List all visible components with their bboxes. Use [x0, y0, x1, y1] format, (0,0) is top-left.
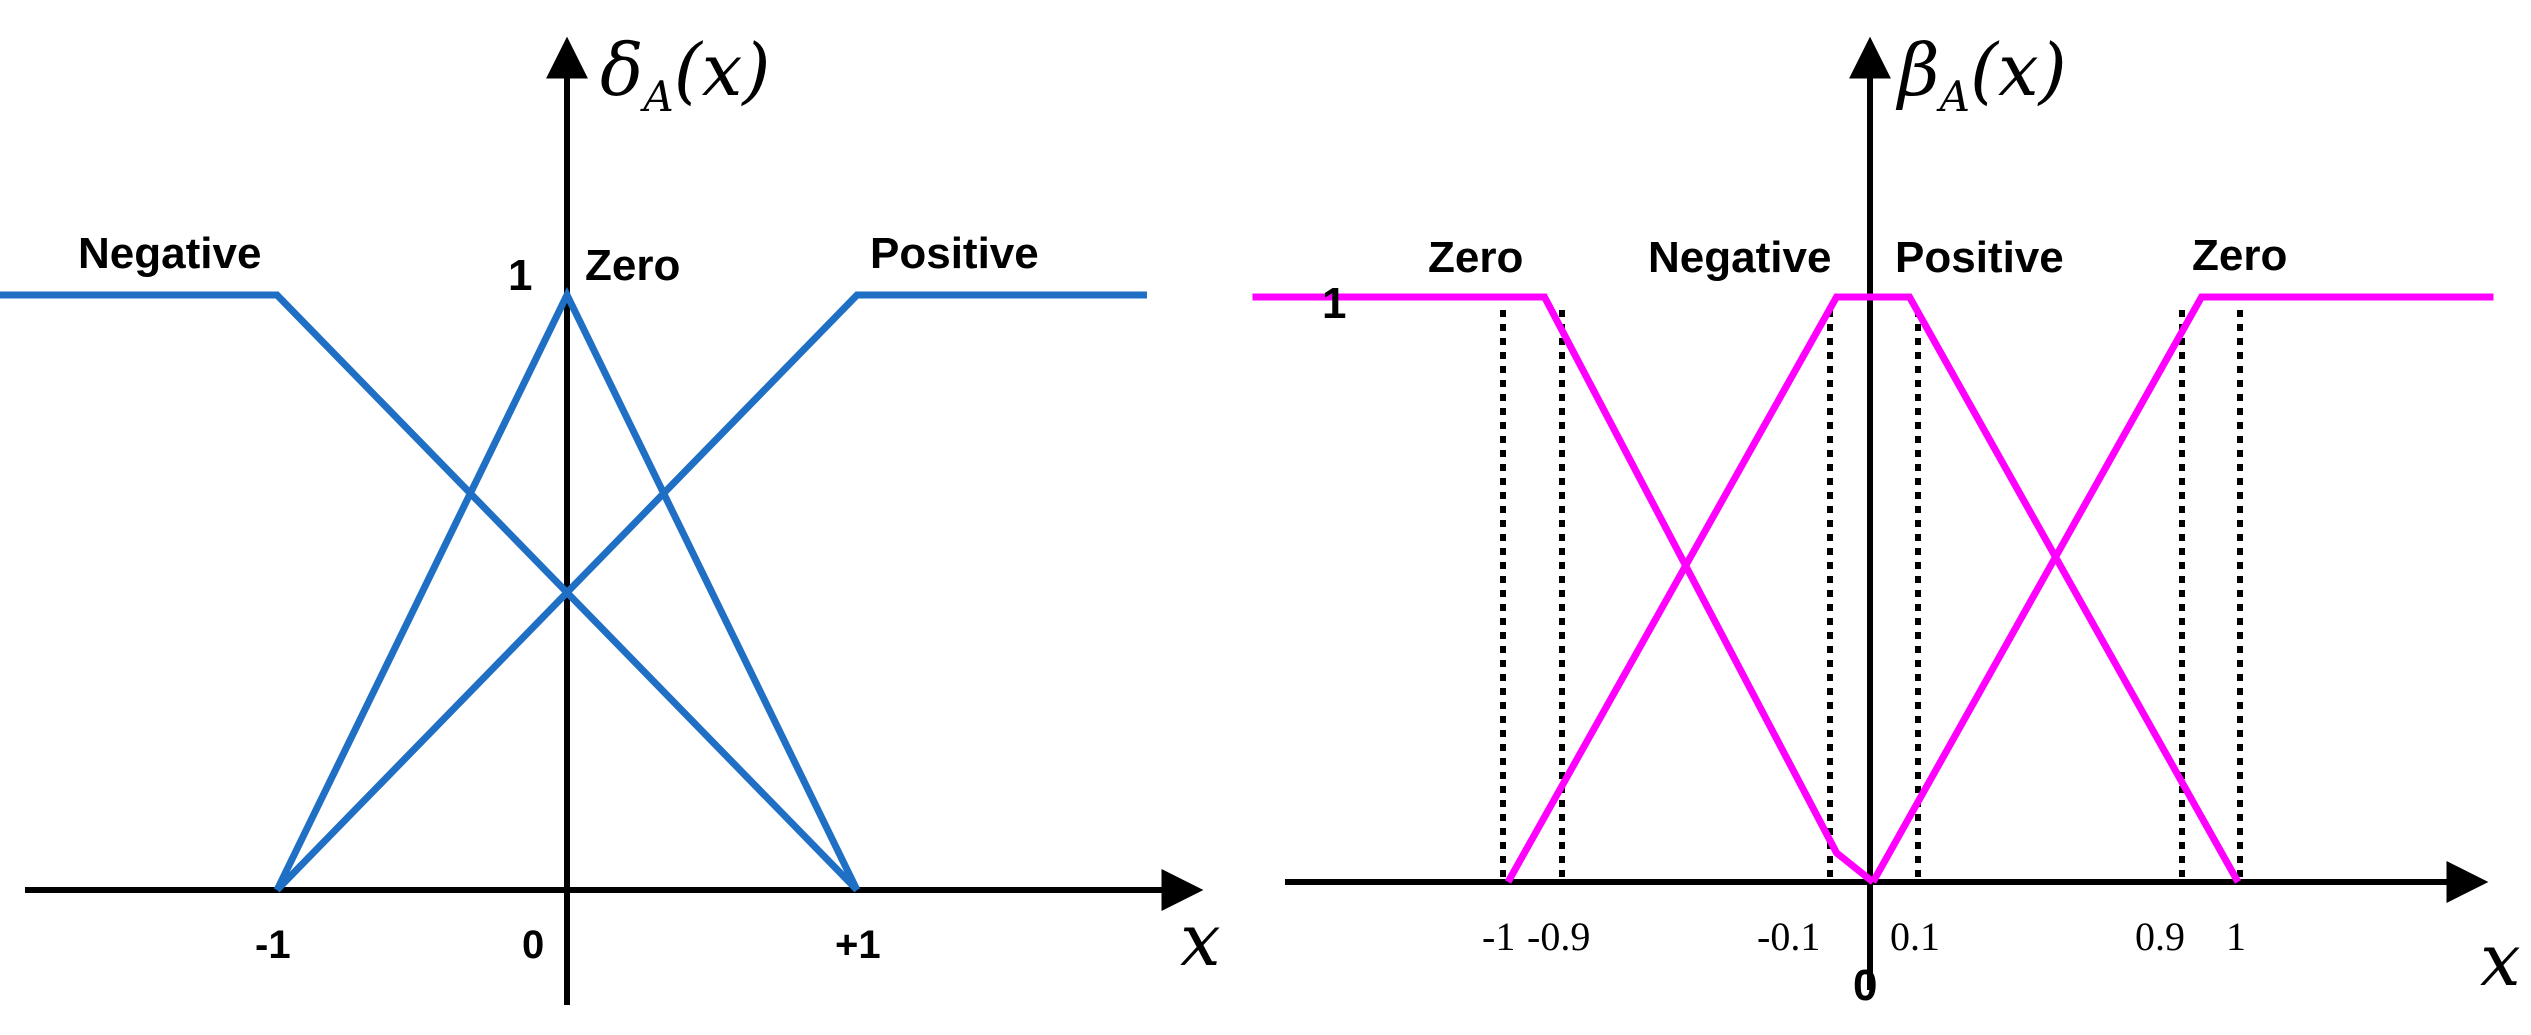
- right-y-symbol: β: [1895, 28, 1940, 112]
- left-zero-label: Zero: [585, 241, 680, 290]
- right-y-axis-label: βA(x): [1895, 28, 2067, 121]
- left-positive-curve: [274, 291, 1147, 893]
- left-negative-label: Negative: [78, 229, 261, 278]
- left-y-arg: (x): [674, 28, 771, 112]
- right-tick-minus-0-9: -0.9: [1527, 914, 1590, 959]
- left-negative-curve: [0, 291, 860, 893]
- left-positive-label: Positive: [870, 229, 1039, 278]
- left-y-symbol: δ: [600, 28, 643, 112]
- right-tick-minus-one: -1: [1482, 914, 1515, 959]
- right-negative-label: Negative: [1648, 233, 1831, 282]
- right-zero-right-label: Zero: [2192, 231, 2287, 280]
- right-zero-left-label: Zero: [1428, 233, 1523, 282]
- right-positive-label: Positive: [1895, 233, 2064, 282]
- right-origin-label: 0: [1853, 961, 1877, 1010]
- left-x-axis-label: x: [1180, 898, 1221, 982]
- right-y-arg: (x): [1970, 28, 2067, 112]
- left-tick-minus-one: -1: [255, 923, 291, 967]
- right-x-axis-label: x: [2480, 918, 2521, 1002]
- left-panel: δA(x) x Negative 1 Zero Positive -1 0 +1: [0, 28, 1221, 1005]
- left-y-axis-label: δA(x): [600, 28, 771, 121]
- left-zero-curve: [273, 287, 861, 892]
- left-y-subscript: A: [639, 72, 673, 121]
- left-one-label: 1: [508, 251, 532, 300]
- right-one-label: 1: [1322, 279, 1346, 328]
- right-tick-plus-0-1: 0.1: [1890, 914, 1940, 959]
- right-tick-minus-0-1: -0.1: [1757, 914, 1820, 959]
- right-guide-lines: [1500, 310, 2243, 880]
- right-positive-zero-curve: [1869, 293, 2494, 884]
- right-zero-negative-curve: [1252, 293, 1876, 885]
- left-tick-plus-one: +1: [835, 923, 881, 967]
- right-panel: βA(x) x 1 Zero Negative Positive Zero -1…: [1252, 28, 2521, 1010]
- right-tick-plus-one: 1: [2226, 914, 2246, 959]
- left-tick-zero: 0: [522, 923, 544, 967]
- right-y-subscript: A: [1936, 72, 1970, 121]
- right-tick-plus-0-9: 0.9: [2135, 914, 2185, 959]
- right-negative-positive-curve: [1504, 293, 2242, 884]
